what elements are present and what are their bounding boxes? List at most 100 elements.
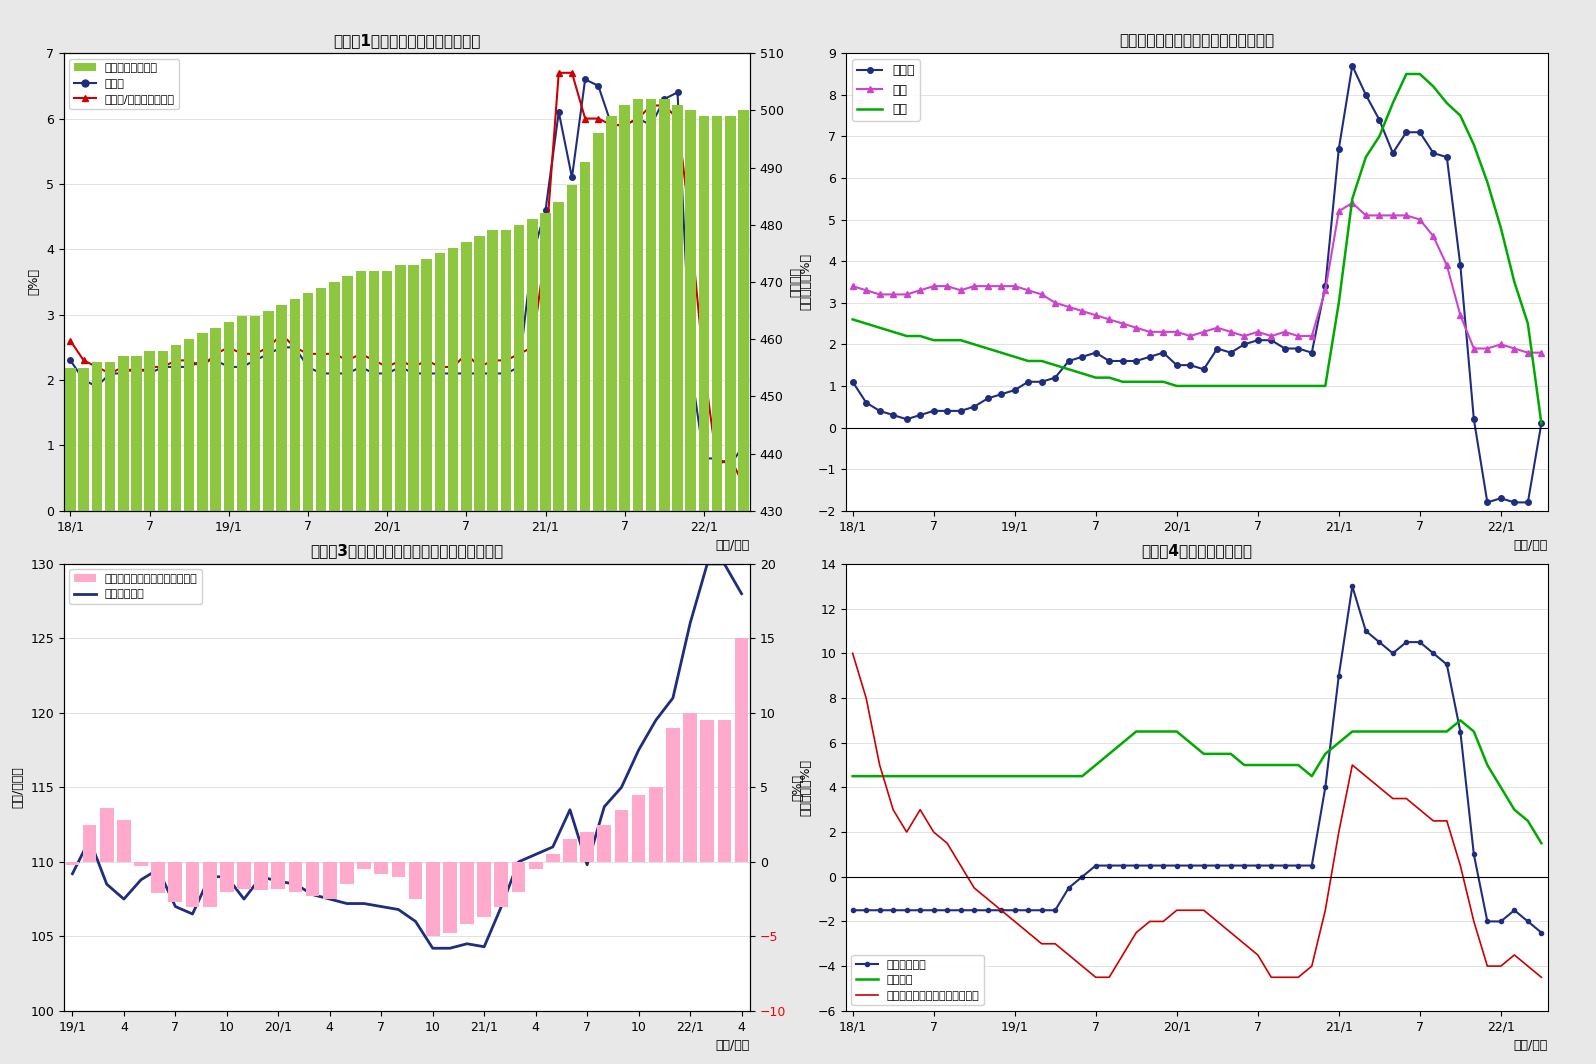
Bar [594, 133, 603, 1064]
Bar [646, 99, 656, 1064]
海外円借款、国内店名義現地貸 [1100, 970, 1119, 983]
Bar [101, 809, 113, 862]
Bar [171, 345, 182, 1064]
中小企業 [1087, 759, 1106, 771]
Bar [725, 116, 736, 1064]
Bar [619, 104, 630, 1064]
Bar [512, 862, 525, 892]
大・中堅企業 [1167, 860, 1186, 872]
大・中堅企業 [843, 904, 862, 917]
Bar [375, 862, 388, 874]
地銀 [1532, 346, 1551, 359]
Bar [632, 795, 645, 862]
Line: 海外円借款、国内店名義現地貸: 海外円借款、国内店名義現地貸 [852, 653, 1542, 977]
海外円借款、国内店名義現地貸 [1087, 970, 1106, 983]
大・中堅企業 [1342, 580, 1361, 593]
Bar [238, 862, 251, 888]
都銀等 [843, 376, 862, 388]
Bar [581, 832, 594, 862]
Bar [650, 787, 662, 862]
Bar [356, 270, 365, 1064]
Bar [712, 116, 723, 1064]
信金 [1532, 417, 1551, 430]
都銀等 [1478, 496, 1497, 509]
Bar [444, 862, 456, 933]
信金 [1396, 68, 1416, 81]
Bar [699, 116, 709, 1064]
地銀 [1518, 346, 1537, 359]
地銀 [1262, 330, 1282, 343]
中小企業 [843, 770, 862, 783]
Bar [614, 810, 629, 862]
Bar [495, 862, 508, 907]
Y-axis label: （前年比、%）: （前年比、%） [800, 759, 812, 816]
Bar [701, 720, 713, 862]
都銀等 [1208, 343, 1227, 355]
Title: （図表3）ドル円レートの前年比（月次平均）: （図表3）ドル円レートの前年比（月次平均） [310, 544, 504, 559]
Bar [184, 339, 195, 1064]
信金 [1087, 371, 1106, 384]
Line: 都銀等: 都銀等 [849, 63, 1545, 505]
Bar [134, 862, 148, 866]
Bar [528, 862, 543, 869]
Bar [152, 862, 164, 893]
大・中堅企業 [1262, 860, 1282, 872]
Text: 特殊要因調整後の前年比＝（今月の調整後貸出残高－前年同月の調整前貸出残高）／前年同月の調整前貸出残高: 特殊要因調整後の前年比＝（今月の調整後貸出残高－前年同月の調整前貸出残高）／前年… [70, 630, 377, 639]
Line: 中小企業: 中小企業 [852, 720, 1542, 843]
Bar [409, 862, 423, 899]
Y-axis label: （%）: （%） [27, 268, 40, 296]
Bar [144, 351, 155, 1064]
都銀等 [1087, 346, 1106, 359]
Bar [434, 253, 445, 1064]
Bar [117, 820, 131, 862]
Bar [369, 270, 380, 1064]
X-axis label: （年/月）: （年/月） [717, 539, 750, 552]
Bar [118, 356, 129, 1064]
Bar [579, 162, 591, 1064]
Bar [563, 839, 576, 862]
地銀 [843, 280, 862, 293]
大・中堅企業 [1087, 860, 1106, 872]
Y-axis label: （%）: （%） [792, 774, 804, 801]
Title: （図表２）　業態別の貸出残高増減率: （図表２） 業態別の貸出残高増減率 [1119, 33, 1275, 48]
大・中堅企業 [1491, 915, 1510, 928]
地銀 [1087, 309, 1106, 321]
Bar [421, 260, 433, 1064]
Text: （資料）日本銀行: （資料）日本銀行 [70, 662, 124, 671]
Bar [251, 316, 260, 1064]
Line: 大・中堅企業: 大・中堅企業 [851, 584, 1543, 934]
海外円借款、国内店名義現地貸 [1275, 970, 1294, 983]
中小企業 [1491, 781, 1510, 794]
大・中堅企業 [1532, 926, 1551, 940]
中小企業 [1451, 714, 1470, 727]
海外円借款、国内店名義現地貸 [1302, 960, 1321, 972]
Bar [322, 862, 337, 899]
Bar [289, 299, 300, 1064]
信金 [1262, 380, 1282, 393]
Bar [672, 104, 683, 1064]
Line: 信金: 信金 [852, 74, 1542, 423]
都銀等 [1288, 343, 1307, 355]
Bar [683, 713, 697, 862]
Bar [220, 862, 233, 892]
Bar [527, 219, 538, 1064]
都銀等 [1532, 417, 1551, 430]
Bar [303, 294, 313, 1064]
Bar [597, 825, 611, 862]
地銀 [1208, 321, 1227, 334]
Bar [78, 368, 89, 1064]
地銀 [897, 288, 916, 301]
Bar [263, 311, 273, 1064]
地銀 [1167, 326, 1186, 338]
Bar [606, 116, 616, 1064]
大・中堅企業 [1288, 860, 1307, 872]
X-axis label: （年/月）: （年/月） [1515, 1040, 1548, 1052]
X-axis label: （年/月）: （年/月） [717, 1040, 750, 1052]
Text: （資料）日本銀行: （資料）日本銀行 [852, 566, 907, 576]
Bar [185, 862, 200, 907]
Line: 地銀: 地銀 [849, 200, 1545, 355]
信金 [1491, 221, 1510, 234]
Bar [91, 362, 102, 1064]
海外円借款、国内店名義現地貸 [1532, 970, 1551, 983]
海外円借款、国内店名義現地貸 [1181, 904, 1200, 917]
